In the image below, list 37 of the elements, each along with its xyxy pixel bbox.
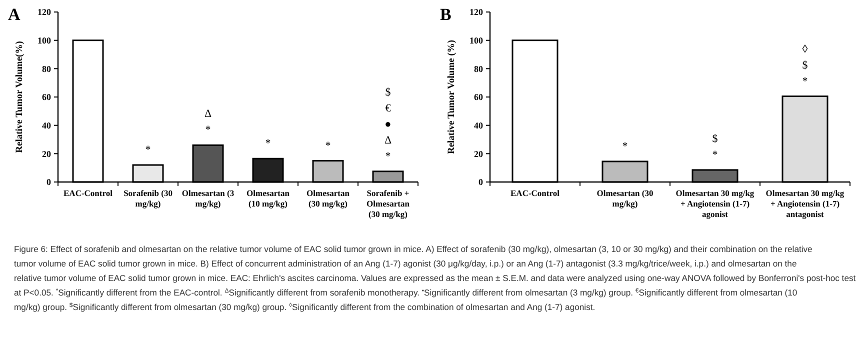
chart-title: A [8, 5, 21, 24]
chart-title: B [440, 5, 452, 24]
y-tick-label: 40 [42, 120, 52, 130]
x-tick-label: Olmesartan 30 mg/kg + Angiotensin (1-7) antagonist [766, 188, 845, 219]
data-label: $ * [712, 132, 718, 161]
data-label: Δ * [204, 108, 212, 136]
x-tick-label: Sorafenib (30 mg/kg) [124, 188, 172, 208]
y-tick-label: 80 [474, 64, 484, 74]
x-tick-label: Sorafenib + Olmesartan (30 mg/kg) [366, 188, 410, 219]
y-tick-label: 100 [38, 35, 52, 46]
x-tick-label: Olmesartan (10 mg/kg) [246, 188, 290, 208]
y-tick-label: 0 [478, 177, 484, 188]
x-tick-label: Olmesartan (30 mg/kg) [306, 188, 350, 208]
y-tick-label: 120 [38, 7, 52, 18]
y-tick-label: 60 [474, 92, 484, 102]
y-tick-label: 60 [42, 92, 52, 102]
data-label: $ € ● Δ * [384, 86, 392, 162]
y-axis-title: Relative Tumor Volume(%) [15, 41, 25, 153]
x-tick-label: Olmesartan (3 mg/kg) [182, 188, 234, 208]
y-tick-label: 40 [474, 120, 484, 130]
y-tick-label: 20 [474, 148, 484, 159]
y-tick-label: 120 [470, 7, 484, 18]
data-label: * [265, 138, 271, 150]
y-axis-title: Relative Tumor Volume (%) [447, 40, 457, 154]
y-tick-label: 0 [46, 177, 52, 188]
x-tick-label: Olmesartan (30 mg/kg) [596, 188, 654, 208]
data-label: * [145, 144, 151, 156]
x-tick-label: Olmesartan 30 mg/kg + Angiotensin (1-7) agonist [676, 188, 755, 219]
y-tick-label: 20 [42, 148, 52, 159]
data-label: ◊ $ * [802, 43, 808, 88]
y-tick-label: 80 [42, 64, 52, 74]
y-tick-label: 100 [470, 35, 484, 46]
data-label: * [325, 140, 331, 152]
text: Figure 6: Effect of sorafenib and olmesartan on the relative tumor volume of EAC solid tumor grown in mice. A) Effect of sorafenib (30 mg/kg), olmesartan (3, 10 or 30 mg/kg) and their combination on the relative tumor volume of EAC solid tumor grown in mice. B) Effect of concurrent administration of an Ang (1-7) agonist (30 μg/kg/day, i.p.) or an Ang (1-7) antagonist (3.3 mg/kg/trice/week, i.p.) and olmesartan on the relative tumor volume of EAC solid tumor grown in mice. EAC: Ehrlich's ascites carcinoma. Values are expressed as the mean ± S.E.M. and data were analyzed using one-way ANOVA followed by Bonferroni's post-hoc test at P<0.05. $^{*}$Significantly different from the EAC-control. $^{Δ}$Significantly different from sorafenib monotherapy. $^{•}$Significantly different from olmesartan (3 mg/kg) group. $^{€}$Significantly different from olmesartan (10 mg/kg) group. $^{$}$Significantly different from olmesartan (30 mg/kg) group. $^{◊}$Significantly different from the combination of olmesartan and Ang (1-7) agonist. [14, 244, 856, 312]
x-tick-label: EAC-Control [64, 188, 114, 198]
data-label: * [622, 140, 628, 152]
x-tick-label: EAC-Control [510, 188, 560, 198]
